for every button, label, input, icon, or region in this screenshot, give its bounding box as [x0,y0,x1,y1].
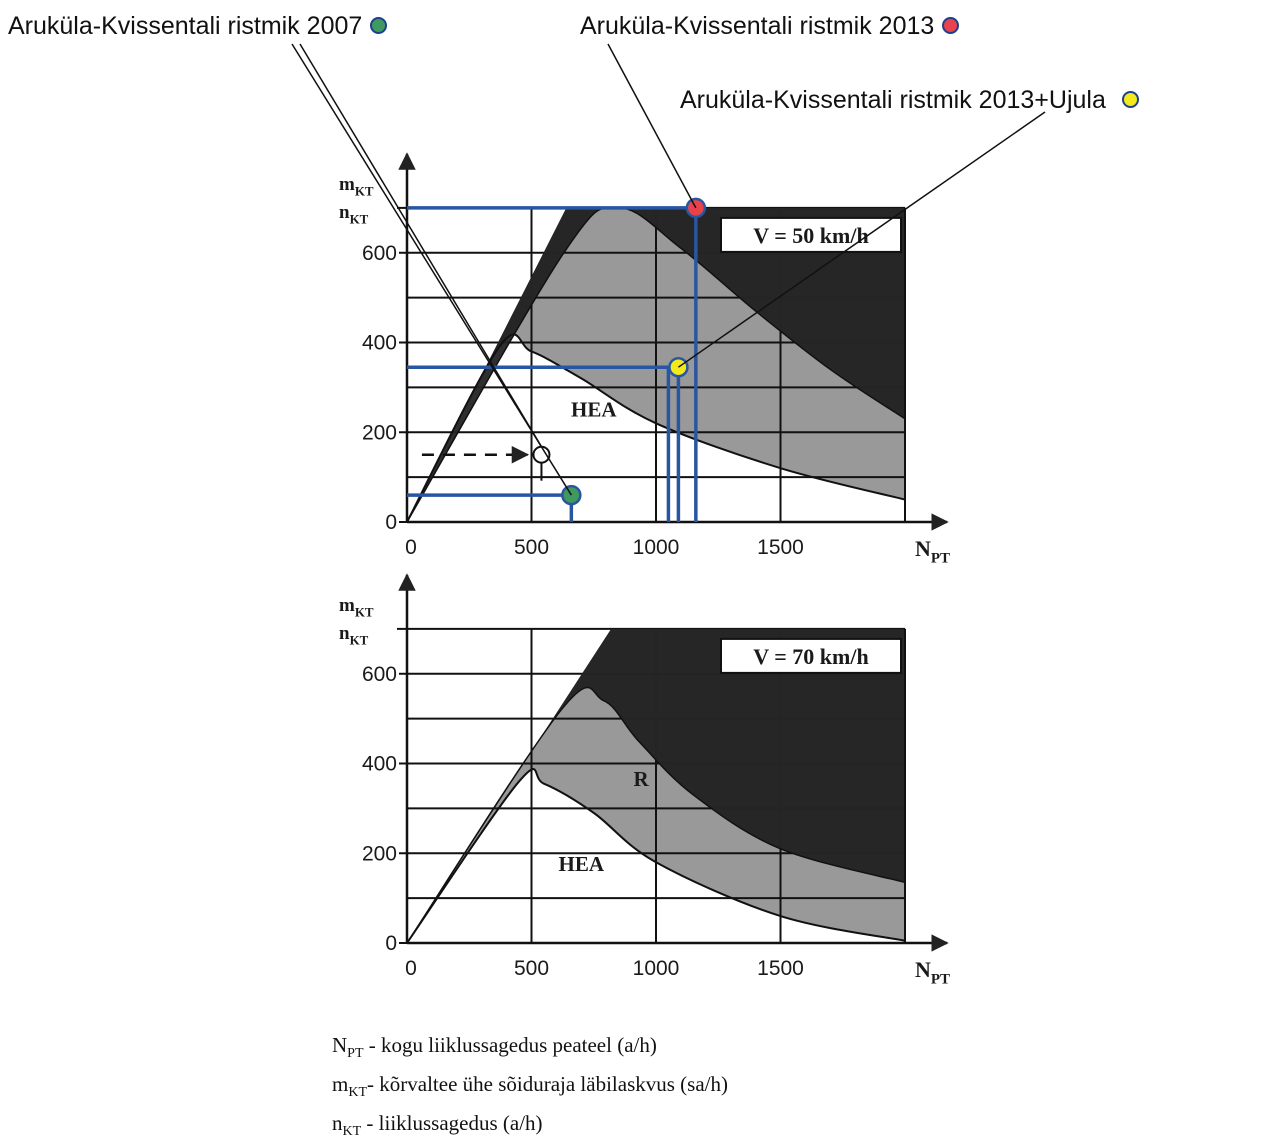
x-tick-label: 500 [514,957,549,980]
symbol-legend: NPT - kogu liiklussagedus peateel (a/h) … [332,1030,728,1148]
annotation-2007-label: Aruküla-Kvissentali ristmik 2007 [8,12,363,40]
dark-zone-overlay [407,207,905,522]
x-tick-label: 1500 [757,957,804,980]
speed-label-box [720,216,902,253]
legend-row-npt: NPT - kogu liiklussagedus peateel (a/h) [332,1033,657,1062]
annotation-2013-ujula: Aruküla-Kvissentali ristmik 2013+Ujula [680,86,1139,115]
y-tick-label: 0 [385,511,397,534]
y-tick-label: 600 [362,242,397,265]
upper-boundary-curve [406,207,906,523]
zone-label-hea: HEA [559,852,605,876]
y-axis-label-m: mKT [339,174,374,199]
leader-line [677,111,1046,368]
zone-label-r: R [633,767,649,791]
x-tick-label: 0 [405,957,417,980]
x-tick-label: 0 [405,536,417,559]
y-tick-label: 200 [362,421,397,444]
y-tick-label: 600 [362,663,397,686]
legend-row-nkt: nKT - liiklussagedus (a/h) [332,1111,543,1140]
speed-label: V = 50 km/h [753,223,868,248]
upper-boundary-curve [406,686,906,944]
x-tick-label: 500 [514,536,549,559]
leader-line-example [299,43,543,448]
chart-v50: 0 200 400 600 0 500 1000 1500 mKT nKT NPT V = 50 km… [339,152,950,567]
y-axis-label-m: mKT [339,595,374,620]
speed-label-box [720,637,902,674]
annotation-2013: Aruküla-Kvissentali ristmik 2013 [580,12,960,41]
x-axis-label: NPT [915,536,950,567]
y-tick-label: 400 [362,332,397,355]
annotation-leader-lines [291,43,1046,496]
annotation-2007: Aruküla-Kvissentali ristmik 2007 [8,12,388,41]
lower-boundary-curve [406,768,906,944]
yellow-dot-icon [1121,90,1139,108]
x-tick-label: 1000 [633,957,680,980]
x-tick-label: 1500 [757,536,804,559]
red-dot-icon [942,16,960,34]
dark-zone-overlay [407,628,905,943]
annotation-2013-label: Aruküla-Kvissentali ristmik 2013 [580,12,935,40]
chart-v70: 0 200 400 600 0 500 1000 1500 mKT nKT NPT V = 70 km… [339,573,950,988]
y-axis-label-n: nKT [339,202,369,227]
y-axis-label-n: nKT [339,623,369,648]
zone-label-hea: HEA [571,398,617,422]
annotation-2013-ujula-label: Aruküla-Kvissentali ristmik 2013+Ujula [680,86,1106,114]
lower-boundary-curve [406,333,906,523]
green-dot-icon [370,16,388,34]
speed-label: V = 70 km/h [753,644,868,669]
y-tick-label: 0 [385,932,397,955]
x-axis-label: NPT [915,957,950,988]
leader-line [607,43,697,209]
x-tick-label: 1000 [633,536,680,559]
y-tick-label: 200 [362,842,397,865]
y-tick-label: 400 [362,753,397,776]
legend-row-mkt: mKT- kõrvaltee ühe sõiduraja läbilaskvus… [332,1072,728,1101]
